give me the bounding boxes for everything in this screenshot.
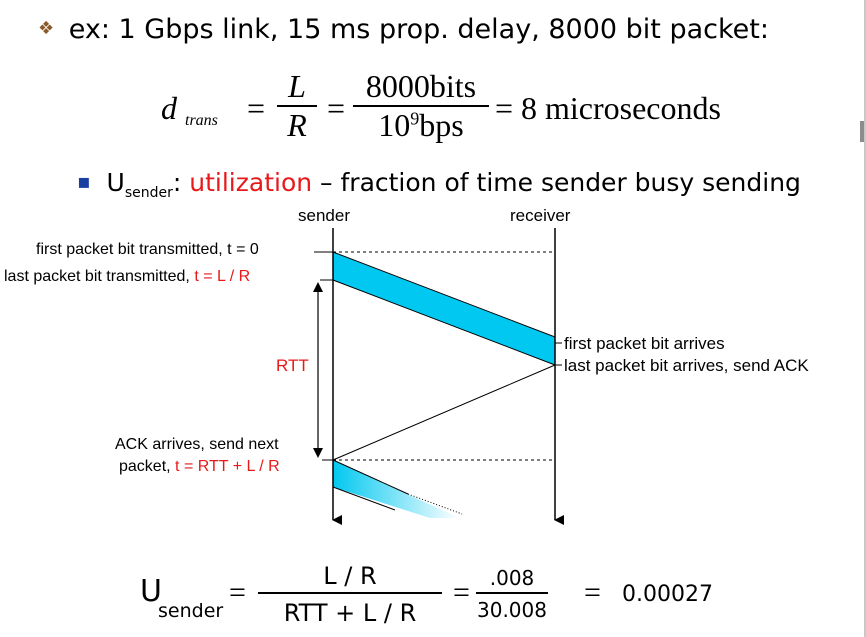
equals-sign: =: [229, 576, 246, 609]
u-subscript: sender: [124, 185, 173, 201]
fraction-denominator: 30.008: [477, 598, 547, 622]
scrollbar-track[interactable]: [864, 0, 866, 637]
diamond-bullet-icon: ❖: [38, 18, 55, 39]
u-symbol: U: [106, 168, 125, 197]
fraction-bits-over-bps: 8000bits 109bps: [353, 68, 489, 144]
sender-label: sender: [298, 206, 350, 225]
fraction-008-over-30008: .008 30.008: [476, 564, 548, 626]
fraction-denominator: 109bps: [378, 107, 464, 143]
last-bit-time: t = L / R: [194, 268, 251, 285]
next-packet-band: [333, 460, 460, 518]
ack-time-label: packet, t = RTT + L / R: [119, 458, 280, 475]
u-symbol: U: [140, 574, 162, 609]
ack-arrives-label: ACK arrives, send next: [115, 436, 279, 453]
fraction-numerator: 8000bits: [365, 68, 477, 104]
example-text: ex: 1 Gbps link, 15 ms prop. delay, 8000…: [68, 14, 769, 45]
scrollbar-thumb[interactable]: [860, 121, 864, 142]
equals-sign: =: [453, 576, 470, 609]
last-bit-arrives-label: last packet bit arrives, send ACK: [564, 356, 809, 375]
colon: :: [172, 168, 182, 197]
u-subscript: sender: [158, 600, 224, 622]
fraction-denominator: RTT + L / R: [283, 599, 417, 627]
utilization-term: utilization: [189, 168, 313, 197]
dtrans-formula: d trans = L R = 8000bits 109bps = 8 micr…: [155, 66, 721, 156]
fraction-numerator: L / R: [323, 562, 377, 590]
ack-line: [332, 364, 556, 461]
example-line: ❖ ex: 1 Gbps link, 15 ms prop. delay, 80…: [38, 14, 769, 45]
fraction-numerator: L: [288, 68, 306, 104]
utilization-line: ▪ Usender: utilization – fraction of tim…: [77, 168, 801, 201]
rtt-label: RTT: [276, 356, 309, 375]
equals-sign: =: [584, 576, 601, 609]
first-bit-arrives-label: first packet bit arrives: [564, 334, 725, 353]
usender-formula: U sender = L / R RTT + L / R = .008 30.0…: [140, 560, 740, 635]
last-bit-transmitted-label: last packet bit transmitted, t = L / R: [4, 268, 251, 285]
first-bit-transmitted-label: first packet bit transmitted, t = 0: [36, 241, 259, 258]
dtrans-symbol: d: [161, 90, 177, 126]
dtrans-subscript: trans: [185, 112, 218, 129]
equals-sign: =: [495, 90, 514, 126]
equals-sign: =: [327, 90, 346, 126]
ack-time: t = RTT + L / R: [175, 458, 280, 475]
equals-sign: =: [247, 90, 266, 126]
dtrans-result: 8 microseconds: [521, 90, 721, 126]
square-bullet-icon: ▪: [77, 169, 91, 193]
receiver-label: receiver: [510, 206, 571, 225]
utilization-description: – fraction of time sender busy sending: [312, 168, 801, 197]
fraction-L-over-R: L R: [277, 68, 317, 144]
fraction-numerator: .008: [489, 566, 535, 590]
fraction-denominator: R: [287, 107, 307, 143]
fraction-LR-over-RTT: L / R RTT + L / R: [258, 560, 442, 632]
usender-result: 0.00027: [622, 582, 713, 607]
first-packet-band: [332, 251, 556, 366]
